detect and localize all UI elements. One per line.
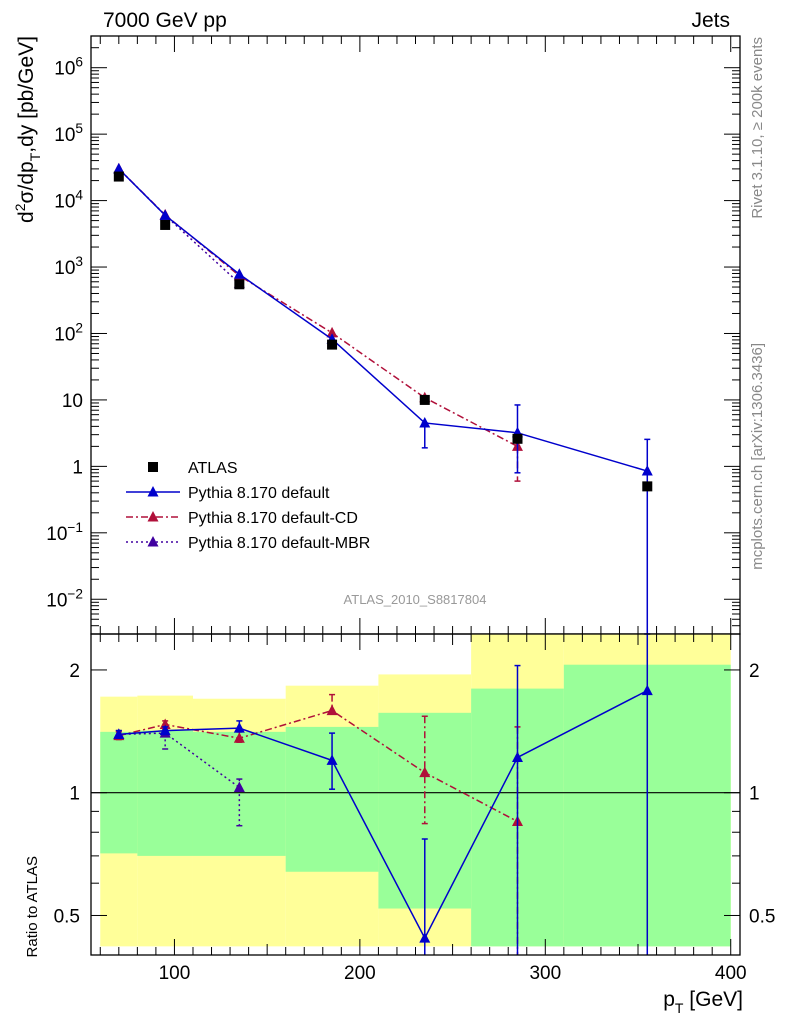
ratio-ytick-label-left: 1 [69,784,80,805]
legend-label: Pythia 8.170 default [188,485,330,502]
analysis-id-label: ATLAS_2010_S8817804 [344,592,487,607]
atlas-data-point [160,219,171,230]
pythia-8-170-default-cd-ratio-marker [233,732,245,743]
atlas-data-point [512,433,523,444]
pythia-8-170-default-ratio-marker [326,754,338,765]
pythia-8-170-default-cd-ratio-marker [326,704,338,716]
ratio-y-axis-label: Ratio to ATLAS [24,856,41,957]
atlas-data-point [234,279,245,290]
main-ytick-label: 1 [72,457,83,478]
main-ytick-label: 10−2 [46,586,83,611]
pythia-8-170-default-ratio-marker [419,932,431,943]
mcplots-side-label: mcplots.cern.ch [arXiv:1306.3436] [749,343,766,570]
main-panel: 10−2 10−1 1 10 102 103 104 105 106 d2σ/dpT,dy [pb… [12,35,741,635]
ratio-xtick-label: 200 [344,963,376,984]
atlas-data-point [419,394,430,405]
pythia-8-170-default-cd-legend-marker [147,511,159,522]
atlas-data-point [642,481,653,492]
pythia-8-170-default-ratio-marker [159,724,171,736]
header-right-label: Jets [691,9,730,32]
pythia-8-170-default-legend-marker [147,486,159,497]
legend: ATLAS Pythia 8.170 default Pythia 8.170 de… [126,460,370,552]
pythia-8-170-default-marker [159,209,171,220]
pythia-8-170-default-cd-marker [326,326,338,338]
legend-label: Pythia 8.170 default-MBR [188,535,370,552]
main-ytick-label: 104 [54,188,83,213]
legend-atlas-marker [148,462,158,472]
main-ytick-label: 10 [62,391,83,412]
x-axis-label: pT [GeV] [663,988,743,1016]
pythia-8-170-default-ratio-marker [113,728,125,739]
ratio-xtick-label: 100 [159,963,191,984]
legend-label: ATLAS [188,460,238,477]
pythia-8-170-default-ratio-marker [641,684,653,696]
pythia-8-170-default-ratio-marker [511,751,523,762]
ratio-ytick-label-left: 0.5 [54,906,80,927]
pythia-8-170-default-marker [113,162,125,174]
main-ytick-label: 106 [54,55,83,80]
ratio-ytick-label-right: 2 [749,661,760,682]
main-ytick-label: 105 [54,121,83,146]
ratio-xtick-label: 300 [529,963,561,984]
pythia-8-170-default-mbr-ratio-marker [233,781,245,792]
ratio-ytick-label-right: 1 [749,784,760,805]
pythia-8-170-default-ratio-marker [233,722,245,733]
rivet-side-label: Rivet 3.1.10, ≥ 200k events [749,37,766,219]
pythia-8-170-default-cd-ratio-marker [419,766,431,778]
ratio-panel: 0.5 0.5 1 1 2 2 100 200 300 400 Ratio to ATLAS pT [… [24,633,775,1016]
ratio-ytick-label-right: 0.5 [749,906,775,927]
pythia-8-170-default-marker [233,268,245,279]
pythia-8-170-default-line [118,168,648,472]
pythia-8-170-default-cd-line [118,168,518,448]
main-y-axis-label: d2σ/dpT,dy [pb/GeV] [12,36,43,223]
pythia-8-170-default-marker [641,465,653,476]
ratio-frame [90,633,741,956]
header-left-label: 7000 GeV pp [103,9,227,32]
main-ytick-label: 102 [54,320,83,345]
pythia-8-170-default-marker [419,416,431,428]
legend-label: Pythia 8.170 default-CD [188,510,358,527]
pythia-8-170-default-mbr-legend-marker [147,536,159,547]
ratio-ytick-label-left: 2 [69,661,80,682]
atlas-data-point [327,339,338,350]
main-ytick-label: 103 [54,254,83,279]
pythia-8-170-default-cd-ratio-line [118,709,518,823]
ratio-xtick-label: 400 [715,963,747,984]
ratio-inner-band [192,731,286,856]
atlas-data-point [113,171,124,182]
main-ytick-label: 10−1 [46,520,83,545]
